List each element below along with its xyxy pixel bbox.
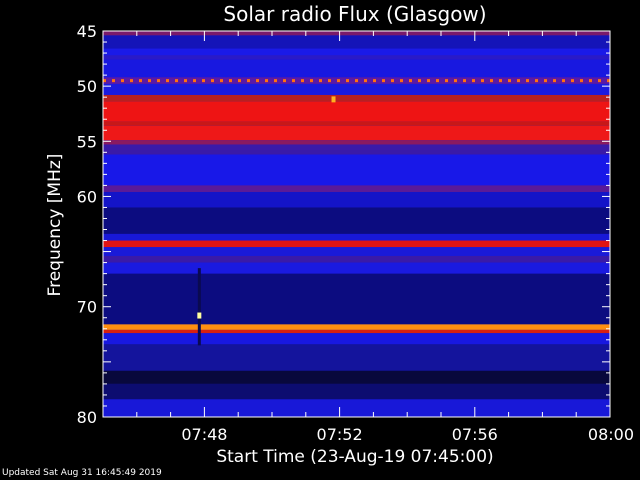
plot-border	[102, 30, 611, 418]
frequency-band	[103, 233, 610, 241]
x-tick-label: 08:00	[588, 425, 634, 444]
frequency-band	[103, 59, 610, 78]
chart-title: Solar radio Flux (Glasgow)	[223, 2, 486, 26]
frequency-band	[103, 344, 610, 371]
burst-spot	[331, 96, 336, 103]
frequency-band	[103, 399, 610, 417]
frequency-band	[103, 121, 610, 126]
burst-spot	[197, 312, 202, 319]
frequency-band	[103, 273, 610, 325]
y-tick-label: 55	[77, 132, 97, 151]
x-axis: 07:48 07:52 07:56 08:00	[102, 31, 634, 444]
frequency-band	[103, 125, 610, 141]
frequency-band	[103, 247, 610, 256]
frequency-band	[103, 101, 610, 122]
x-tick-label: 07:48	[181, 425, 227, 444]
y-tick-label: 60	[77, 187, 97, 206]
frequency-band	[103, 144, 610, 155]
frequency-band	[103, 324, 610, 330]
frequency-band	[103, 329, 610, 334]
frequency-band	[103, 140, 610, 145]
frequency-band	[103, 333, 610, 345]
frequency-band	[103, 94, 610, 102]
y-tick-label: 70	[77, 298, 97, 317]
frequency-band	[103, 48, 610, 56]
frequency-band	[103, 35, 610, 49]
frequency-band	[103, 83, 610, 95]
y-tick-label: 80	[77, 408, 97, 427]
frequency-band	[103, 240, 610, 248]
frequency-band	[103, 383, 610, 400]
frequency-band	[103, 255, 610, 263]
frequency-band	[103, 370, 610, 384]
y-axis-label: Frequency [MHz]	[45, 154, 65, 297]
y-tick-label: 45	[77, 22, 97, 41]
update-timestamp: Updated Sat Aug 31 16:45:49 2019	[2, 468, 162, 478]
x-axis-label: Start Time (23-Aug-19 07:45:00)	[216, 447, 493, 467]
frequency-band	[103, 185, 610, 193]
plot-area	[103, 31, 610, 417]
frequency-band	[103, 31, 610, 36]
frequency-band	[103, 55, 610, 60]
y-tick-label: 50	[77, 77, 97, 96]
x-tick-label: 07:52	[317, 425, 363, 444]
x-tick-label: 07:56	[452, 425, 498, 444]
y-axis: 45 50 55 60 70 80	[77, 22, 610, 427]
frequency-band	[103, 192, 610, 208]
frequency-band	[103, 262, 610, 274]
frequency-band	[103, 207, 610, 234]
frequency-band	[103, 154, 610, 186]
plot-frame	[102, 30, 611, 418]
